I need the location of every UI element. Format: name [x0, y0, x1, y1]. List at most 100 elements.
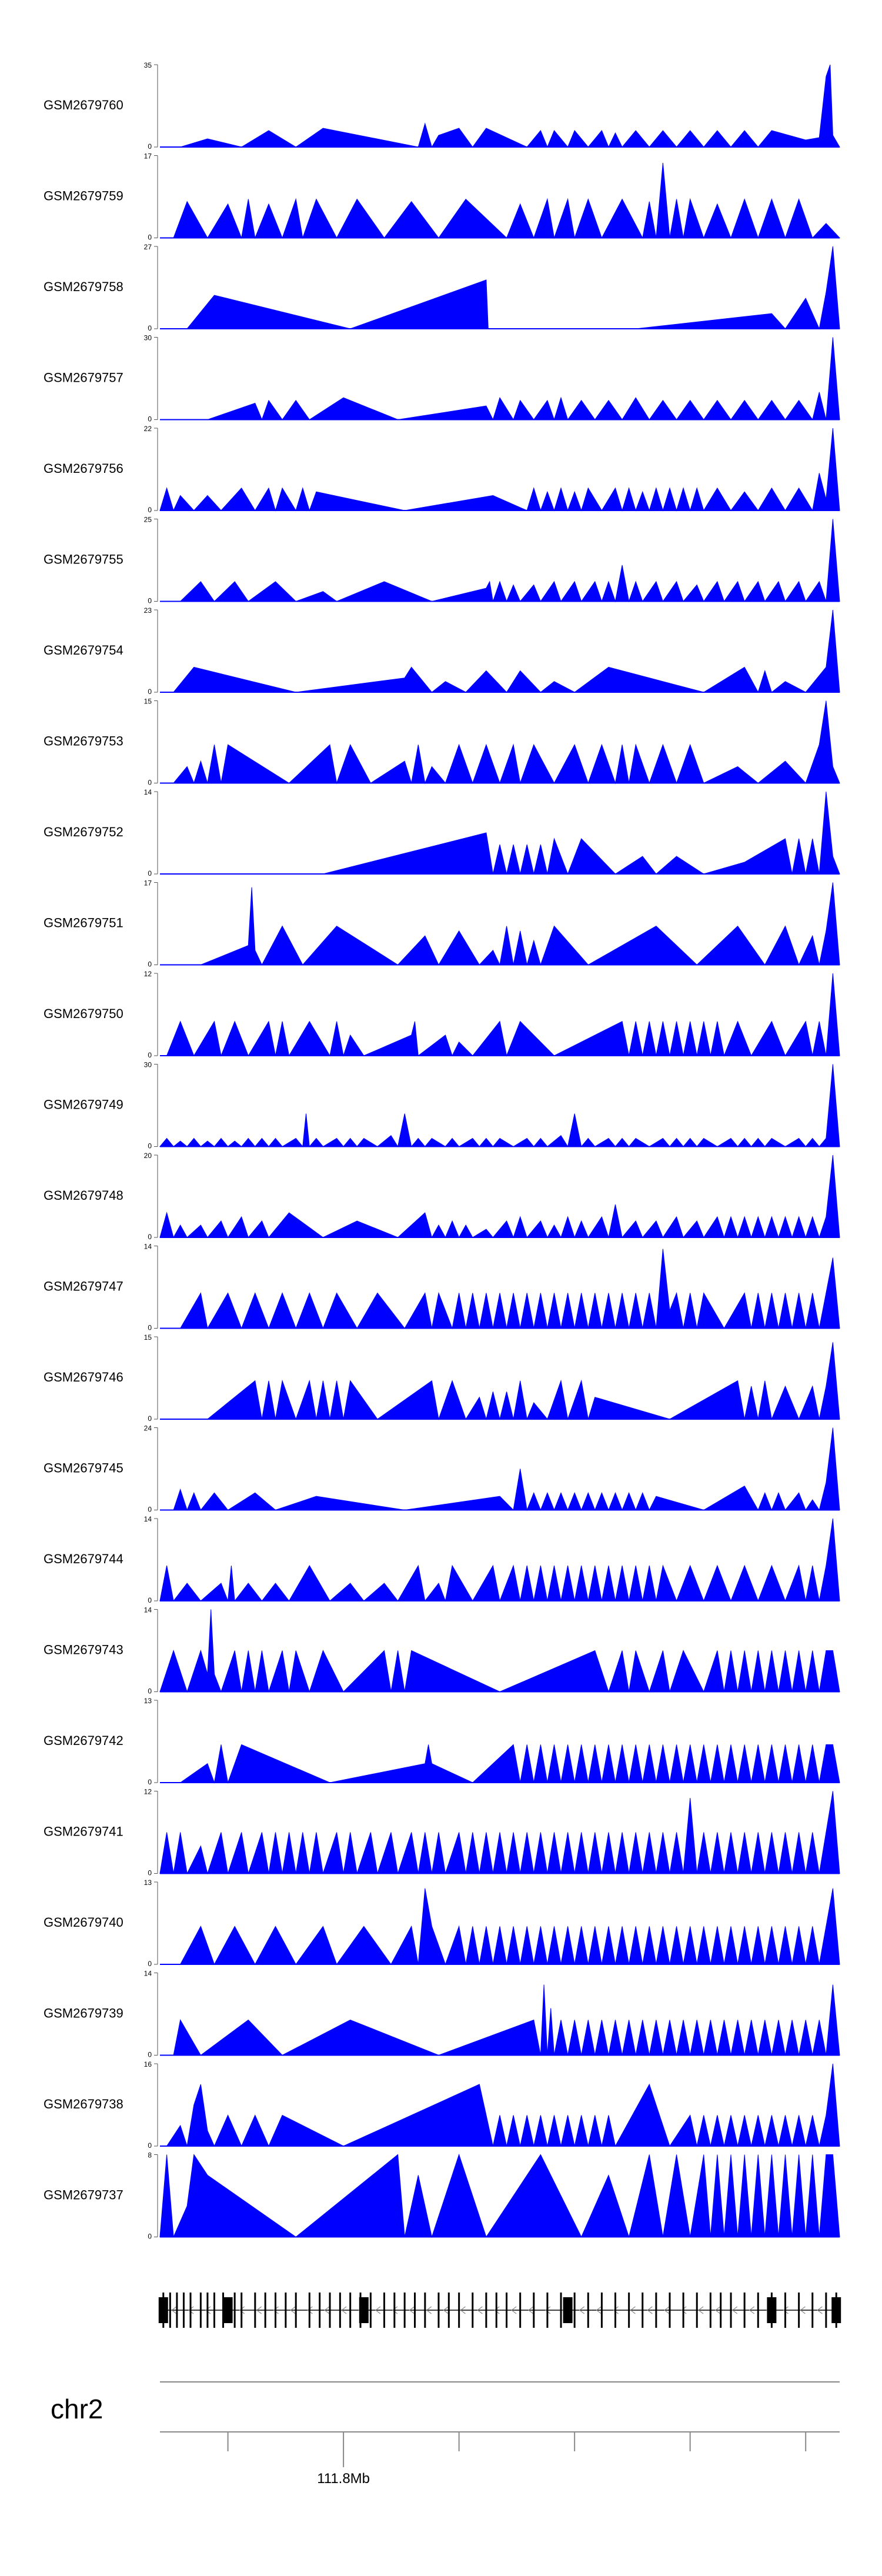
track-ymin-label: 0	[148, 2051, 152, 2059]
chromosome-label: chr2	[51, 2394, 103, 2424]
track-ymin-label: 0	[148, 779, 152, 787]
track-label: GSM2679755	[44, 552, 123, 566]
exon	[696, 2293, 698, 2328]
coverage-area	[166, 973, 840, 1057]
exon	[349, 2293, 352, 2328]
track-ymax-label: 13	[144, 1697, 152, 1705]
track-label: GSM2679750	[44, 1006, 123, 1021]
strand-arrow	[273, 2306, 279, 2314]
track-ymin-label: 0	[148, 869, 152, 877]
track-gsm2679753: GSM2679753 15 0	[44, 698, 840, 787]
exon	[285, 2293, 287, 2328]
strand-arrow	[528, 2306, 534, 2314]
track-label: GSM2679752	[44, 825, 123, 839]
track-label: GSM2679760	[44, 98, 123, 112]
exon	[682, 2293, 684, 2328]
track-label: GSM2679738	[44, 2097, 123, 2111]
exon-wide	[831, 2297, 841, 2323]
exon	[414, 2293, 416, 2328]
exon	[546, 2293, 549, 2328]
track-label: GSM2679746	[44, 1370, 123, 1384]
track-ymax-label: 8	[148, 2151, 152, 2160]
strand-arrow	[731, 2306, 738, 2314]
exon	[506, 2293, 508, 2328]
exon	[825, 2293, 827, 2328]
track-gsm2679737: GSM2679737 8 0	[44, 2151, 840, 2241]
exon	[329, 2293, 331, 2328]
exon	[169, 2293, 171, 2328]
track-label: GSM2679742	[44, 1733, 123, 1748]
track-ymax-label: 22	[144, 425, 152, 433]
exon	[669, 2293, 671, 2328]
exon	[709, 2293, 711, 2328]
exon	[424, 2293, 426, 2328]
track-ymax-label: 23	[144, 606, 152, 615]
track-ymin-label: 0	[148, 2141, 152, 2150]
exon-wide	[563, 2297, 573, 2323]
track-ymax-label: 14	[144, 1606, 152, 1614]
exon	[587, 2293, 589, 2328]
strand-arrow	[205, 2306, 211, 2314]
track-label: GSM2679741	[44, 1824, 123, 1838]
coverage-area	[173, 700, 840, 785]
track-ymax-label: 20	[144, 1152, 152, 1160]
exon	[264, 2293, 266, 2328]
track-ymax-label: 15	[144, 1333, 152, 1342]
track-ymin-label: 0	[148, 1051, 152, 1059]
track-gsm2679741: GSM2679741 12 0	[44, 1788, 840, 1877]
track-label: GSM2679751	[44, 915, 123, 930]
track-ymax-label: 17	[144, 152, 152, 161]
exon	[369, 2293, 372, 2328]
track-ymax-label: 35	[144, 61, 152, 69]
strand-arrow	[188, 2306, 194, 2314]
strand-arrow	[256, 2306, 262, 2314]
track-gsm2679738: GSM2679738 16 0	[44, 2060, 840, 2150]
coverage-area	[173, 1427, 840, 1511]
exon	[240, 2293, 243, 2328]
exon	[319, 2293, 321, 2328]
exon	[213, 2293, 215, 2328]
exon	[600, 2293, 603, 2328]
strand-arrow	[511, 2306, 517, 2314]
track-ymin-label: 0	[148, 1414, 152, 1423]
strand-arrow	[443, 2306, 449, 2314]
coverage-area	[207, 337, 840, 421]
track-ymin-label: 0	[148, 142, 152, 151]
coverage-area	[323, 791, 840, 875]
track-ymin-label: 0	[148, 1233, 152, 1241]
track-label: GSM2679758	[44, 279, 123, 294]
strand-arrow	[817, 2306, 823, 2314]
exon	[811, 2293, 814, 2328]
exon	[798, 2293, 800, 2328]
track-ymin-label: 0	[148, 1142, 152, 1150]
track-label: GSM2679737	[44, 2187, 123, 2202]
coverage-area	[173, 609, 840, 693]
exon	[628, 2293, 630, 2328]
exon	[560, 2293, 562, 2328]
genome-axis: 111.8Mb	[160, 2431, 840, 2487]
strand-arrow	[714, 2306, 721, 2314]
exon	[533, 2293, 535, 2328]
track-ymin-label: 0	[148, 688, 152, 696]
track-ymin-label: 0	[148, 324, 152, 332]
coverage-area	[186, 246, 840, 330]
track-label: GSM2679753	[44, 733, 123, 748]
track-gsm2679742: GSM2679742 13 0	[44, 1697, 840, 1786]
chromosome-ideogram: chr2	[51, 2381, 840, 2424]
strand-arrow	[749, 2306, 755, 2314]
exon	[275, 2293, 277, 2328]
strand-arrow	[647, 2306, 653, 2314]
coverage-area	[173, 1984, 840, 2056]
track-label: GSM2679756	[44, 461, 123, 476]
track-ymax-label: 30	[144, 1061, 152, 1069]
track-label: GSM2679749	[44, 1097, 123, 1112]
coverage-area	[159, 1064, 840, 1147]
exon	[757, 2293, 759, 2328]
coverage-area	[159, 2153, 840, 2238]
track-gsm2679757: GSM2679757 30 0	[44, 334, 840, 423]
track-gsm2679751: GSM2679751 17 0	[44, 879, 840, 969]
track-label: GSM2679745	[44, 1460, 123, 1475]
track-gsm2679746: GSM2679746 15 0	[44, 1333, 840, 1423]
exon	[254, 2293, 256, 2328]
